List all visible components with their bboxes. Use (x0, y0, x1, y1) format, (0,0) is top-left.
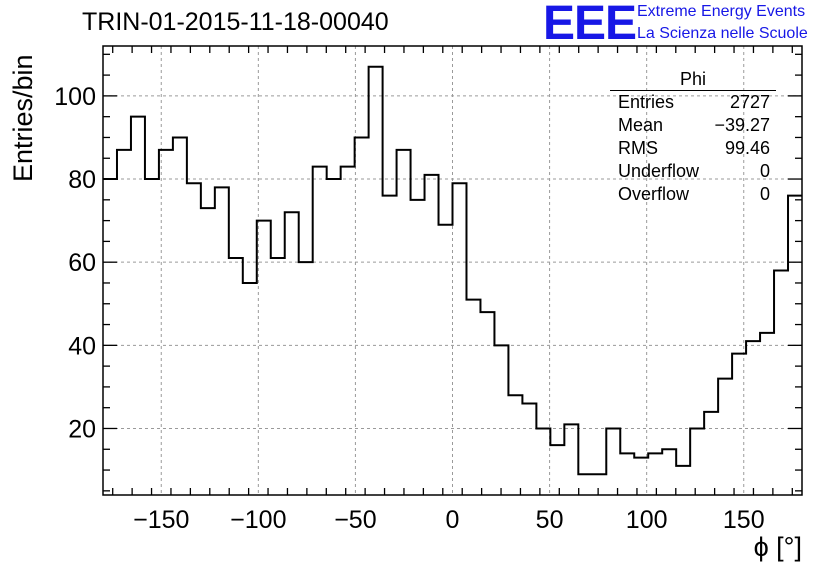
stats-value: 99.46 (724, 138, 770, 158)
x-tick-label: 100 (626, 506, 668, 534)
stats-label: RMS (618, 138, 658, 158)
grid-lines (103, 46, 802, 495)
stats-value: 0 (759, 161, 770, 181)
stats-label: Overflow (618, 184, 690, 204)
stats-row-overflow: Overflow 0 (610, 183, 776, 206)
y-tick-labels: 20 40 60 80 100 (54, 83, 96, 444)
stats-row-rms: RMS 99.46 (610, 137, 776, 160)
axis-ticks (103, 46, 802, 495)
logo-line-2: La Scienza nelle Scuole (637, 25, 808, 42)
stats-row-mean: Mean −39.27 (610, 114, 776, 137)
stats-row-underflow: Underflow 0 (610, 160, 776, 183)
y-tick-label: 80 (68, 166, 96, 194)
stats-label: Mean (618, 115, 664, 135)
chart-title: TRIN-01-2015-11-18-00040 (82, 8, 389, 36)
stats-box-title: Phi (610, 68, 776, 91)
x-axis-label: ϕ [°] (753, 532, 802, 562)
logo-line-1: Extreme Energy Events (637, 3, 806, 20)
y-axis-label: Entries/bin (8, 54, 38, 182)
histogram-line (103, 65, 802, 476)
y-tick-label: 60 (68, 249, 96, 277)
stats-box: Phi Entries 2727 Mean −39.27 RMS 99.46 U… (610, 68, 776, 206)
y-tick-label: 100 (54, 83, 96, 111)
plot-frame (102, 45, 803, 496)
x-tick-label: −150 (133, 506, 189, 534)
stats-value: 2727 (729, 92, 770, 112)
stats-value: −39.27 (714, 115, 770, 135)
x-tick-label: 50 (536, 506, 564, 534)
stats-row-entries: Entries 2727 (610, 91, 776, 114)
x-tick-label: −100 (230, 506, 286, 534)
x-tick-label: 0 (446, 506, 460, 534)
y-tick-label: 20 (68, 415, 96, 443)
y-tick-label: 40 (68, 332, 96, 360)
x-tick-label: 150 (723, 506, 765, 534)
x-tick-labels: −150 −100 −50 0 50 100 150 (133, 506, 765, 534)
x-tick-label: −50 (334, 506, 376, 534)
stats-value: 0 (759, 184, 770, 204)
stats-label: Underflow (618, 161, 700, 181)
eee-logo: EEE (543, 0, 637, 50)
stats-label: Entries (618, 92, 675, 112)
